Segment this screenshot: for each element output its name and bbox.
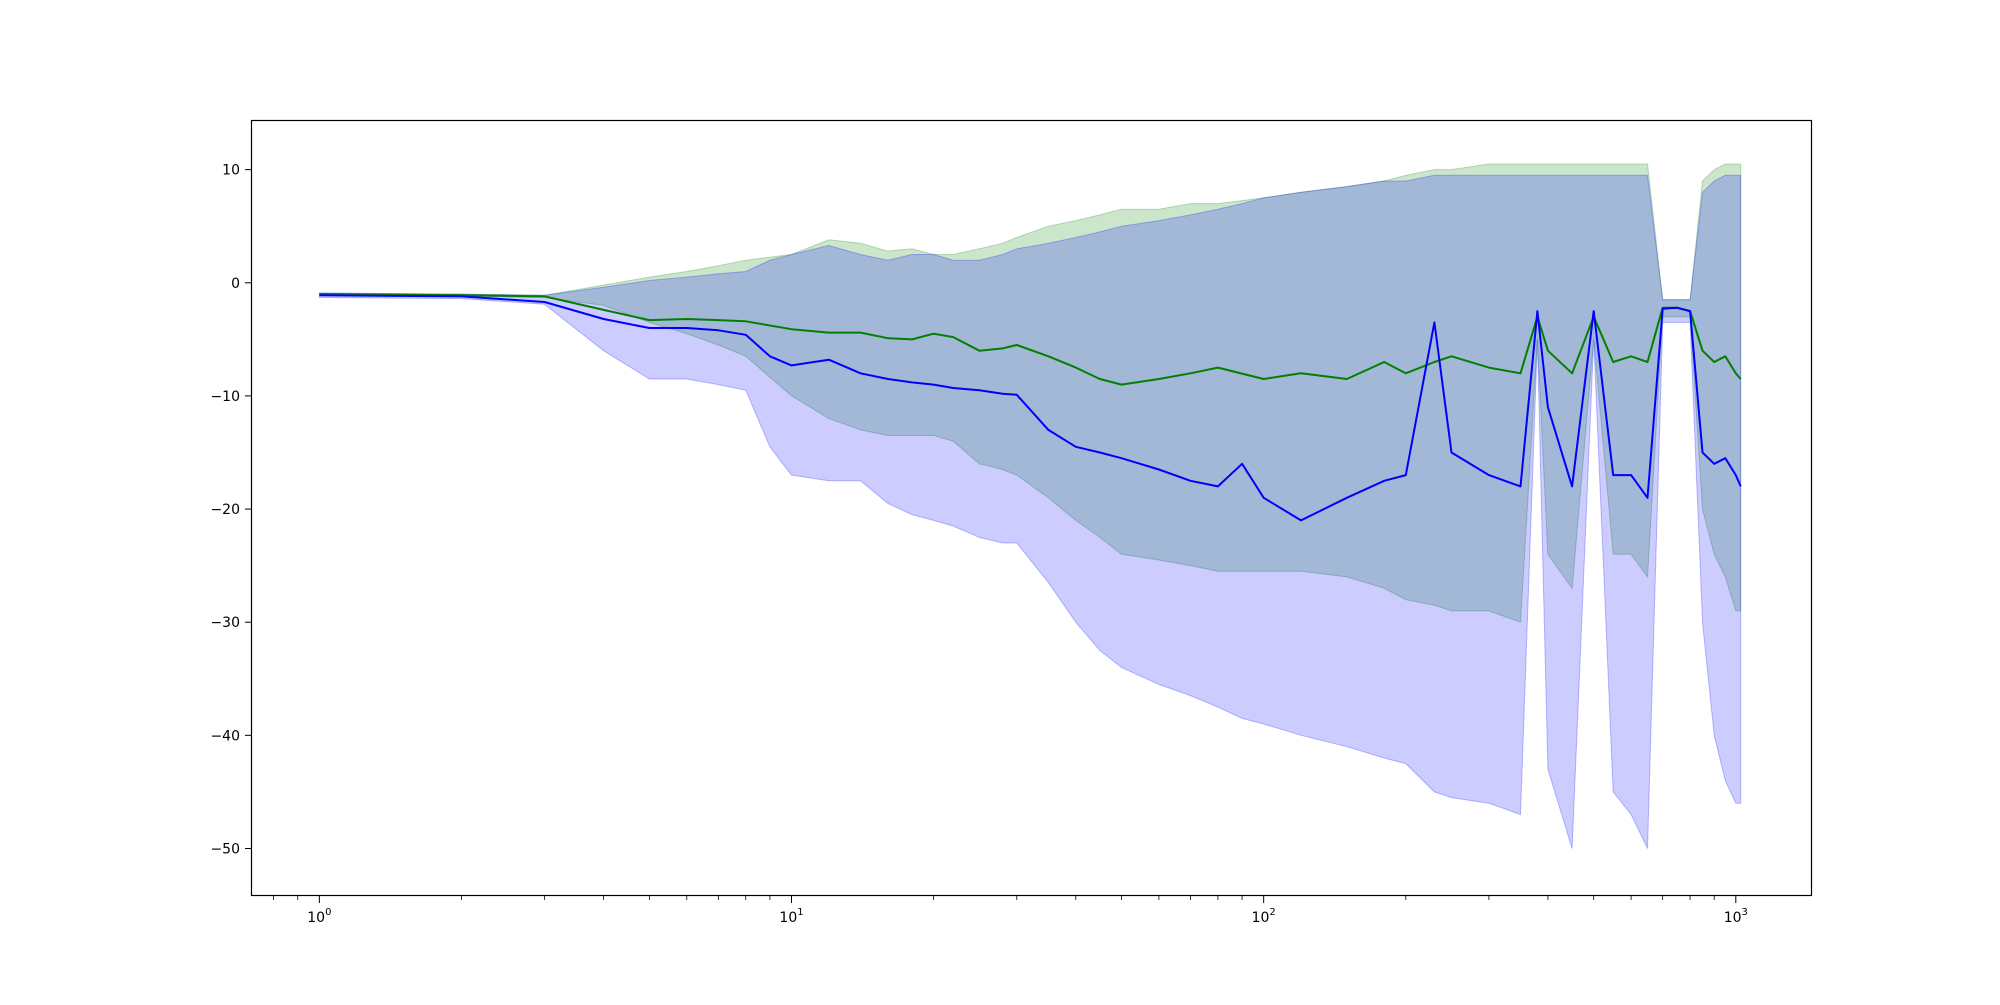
- x-tick-label: 103: [1724, 907, 1748, 926]
- x-tick-label: 101: [779, 907, 803, 926]
- y-tick-label: −10: [210, 389, 240, 405]
- series-2-line: [319, 294, 1742, 522]
- plot-frame: [250, 119, 1813, 897]
- x-axis: 100 101 102 103: [273, 896, 1748, 926]
- y-axis: 10 0 −10 −20 −30 −40 −50: [210, 163, 252, 857]
- y-tick-label: −50: [210, 841, 240, 857]
- x-tick-exponent: 1: [797, 907, 803, 918]
- x-tick-exponent: 3: [1742, 907, 1748, 918]
- y-tick-label: 10: [222, 163, 240, 179]
- series-2-band: [318, 174, 1742, 849]
- y-tick-label: 0: [231, 276, 240, 292]
- x-tick-label: 102: [1252, 907, 1276, 926]
- x-tick-label: 100: [307, 907, 331, 926]
- y-tick-label: −20: [210, 502, 240, 518]
- y-tick-label: −30: [210, 615, 240, 631]
- x-tick-exponent: 2: [1269, 907, 1275, 918]
- series-1-band: [318, 163, 1742, 623]
- bands-layer: [318, 163, 1742, 849]
- x-tick-exponent: 0: [325, 907, 331, 918]
- series-1-line: [319, 293, 1742, 386]
- y-tick-label: −40: [210, 728, 240, 744]
- lines-layer: [319, 293, 1742, 522]
